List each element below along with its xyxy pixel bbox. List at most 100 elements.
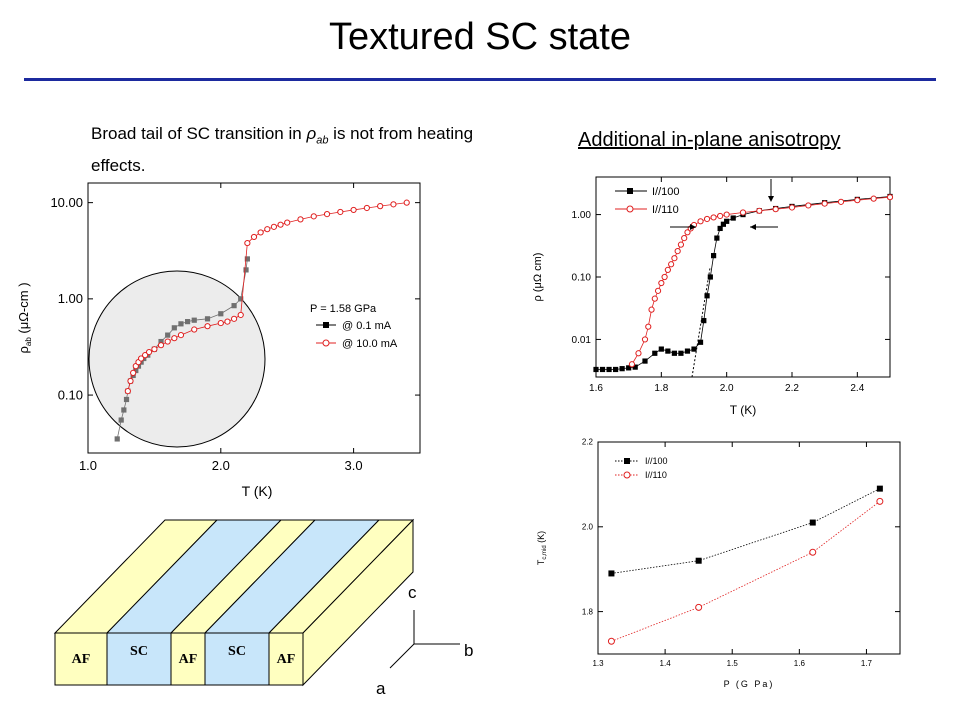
left-ytick-label: 1.00 [58, 291, 83, 306]
left-point-1 [244, 256, 250, 262]
topright-xtick-label: 1.8 [654, 383, 668, 394]
left-point-2 [323, 211, 331, 218]
topright-point-2 [674, 247, 681, 255]
tr-x-axis-label: T (K) [730, 403, 756, 417]
left-point-2 [403, 199, 410, 206]
topright-ytick-label: 0.10 [572, 272, 592, 283]
topright-point-2 [677, 241, 685, 248]
left-point-1 [121, 407, 127, 413]
topright-point-2 [886, 194, 894, 201]
left-point-2 [142, 352, 149, 359]
bottomright-point-1 [809, 519, 816, 526]
left-point-2 [130, 369, 137, 376]
layer-front-4 [204, 632, 270, 686]
left-point-2 [284, 219, 291, 226]
left-point-2 [350, 206, 357, 214]
topright-point-1 [626, 365, 632, 371]
bottomright-xtick-label: 1.6 [794, 659, 806, 668]
left-point-1 [218, 311, 224, 317]
br-x-axis-label: P (G Pa) [724, 679, 775, 689]
left-point-2 [138, 355, 145, 362]
bottomright-point-2 [809, 548, 817, 556]
topright-point-1 [691, 346, 697, 352]
topright-xtick-label: 2.4 [850, 383, 864, 394]
topright-ytick-label: 1.00 [572, 210, 592, 221]
topright-point-2 [654, 287, 662, 294]
left-point-2 [191, 326, 198, 333]
left-point-2 [264, 226, 271, 233]
caption-text-1: Broad tail of SC transition in [91, 124, 307, 143]
left-point-2 [171, 335, 178, 342]
left-point-1 [204, 316, 211, 322]
topright-point-1 [665, 348, 671, 354]
topright-xtick-label: 1.6 [589, 383, 603, 394]
topright-point-2 [651, 295, 658, 302]
layer-label-4: SC [228, 644, 246, 659]
bottomright-series-line-2 [611, 501, 881, 642]
topright-point-1 [730, 215, 736, 221]
topright-point-2 [805, 202, 812, 209]
tr-arrow-right-head [750, 224, 756, 230]
layer-label-5: AF [277, 652, 296, 667]
left-legend-marker-1 [323, 322, 329, 328]
left-point-2 [230, 315, 238, 322]
bottomright-series-line-1 [611, 488, 881, 574]
topright-point-1 [632, 364, 638, 370]
topright-point-1 [697, 339, 704, 345]
left-point-2 [164, 338, 171, 345]
topright-xtick-label: 2.0 [720, 383, 734, 394]
topright-point-2 [756, 207, 763, 214]
axis-label-c: c [408, 583, 417, 602]
left-point-2 [124, 387, 131, 395]
left-point-1 [243, 267, 249, 273]
left-point-2 [377, 203, 384, 210]
topright-point-2 [628, 361, 636, 368]
topright-point-2 [739, 209, 747, 216]
topright-point-1 [642, 358, 648, 364]
left-point-1 [238, 296, 244, 302]
br-legend-label-2: I//110 [645, 470, 667, 480]
left-legend-label-1: @ 0.1 mA [342, 320, 392, 332]
left-point-2 [270, 223, 278, 230]
left-point-2 [204, 323, 211, 330]
left-point-2 [151, 346, 158, 353]
topright-point-1 [613, 366, 619, 373]
bottom-right-chart: 1.3 1.4 1.5 1.6 1.7 1.8 2.0 2.2 I//100 I//110 P… [536, 438, 901, 689]
left-chart: 1.0 2.0 3.0 0.10 1.00 10.00 T (K) ρab (μΩ-cm … [16, 182, 421, 499]
topright-point-2 [668, 261, 675, 268]
left-point-2 [363, 204, 370, 212]
topright-point-2 [641, 336, 649, 343]
left-point-2 [127, 377, 134, 385]
tr-legend-marker-2 [626, 205, 634, 213]
topright-point-2 [710, 214, 717, 221]
left-point-1 [123, 396, 130, 403]
bottomright-point-2 [876, 497, 884, 505]
right-subtitle: Additional in-plane anisotropy [578, 129, 841, 151]
topright-point-2 [821, 200, 828, 207]
left-point-2 [224, 318, 231, 325]
topright-point-2 [671, 255, 678, 262]
left-point-2 [244, 239, 251, 247]
left-caption: Broad tail of SC transition in ρab is no… [91, 121, 481, 178]
topright-point-2 [658, 279, 665, 287]
topright-point-2 [854, 197, 861, 204]
title-divider [24, 78, 936, 81]
topright-point-1 [599, 366, 606, 373]
topright-point-1 [714, 235, 720, 241]
left-x-axis-label: T (K) [242, 483, 273, 499]
br-legend-label-1: I//100 [645, 456, 668, 466]
tr-tangent-line [691, 267, 711, 378]
left-y-axis-label: ρab (μΩ-cm ) [16, 282, 33, 353]
tr-y-axis-label: ρ (μΩ cm) [532, 253, 544, 302]
bottomright-point-1 [876, 485, 883, 492]
br-legend-marker-1 [624, 458, 630, 464]
topright-point-2 [837, 198, 845, 205]
br-plot-frame [597, 441, 901, 655]
tr-legend-label-1: I//100 [652, 186, 680, 198]
topright-point-1 [652, 350, 658, 356]
left-xtick-label: 1.0 [79, 458, 97, 473]
topright-point-2 [645, 323, 652, 330]
left-legend-title: P = 1.58 GPa [310, 303, 377, 315]
topright-point-2 [772, 206, 779, 213]
topright-point-2 [723, 211, 730, 218]
